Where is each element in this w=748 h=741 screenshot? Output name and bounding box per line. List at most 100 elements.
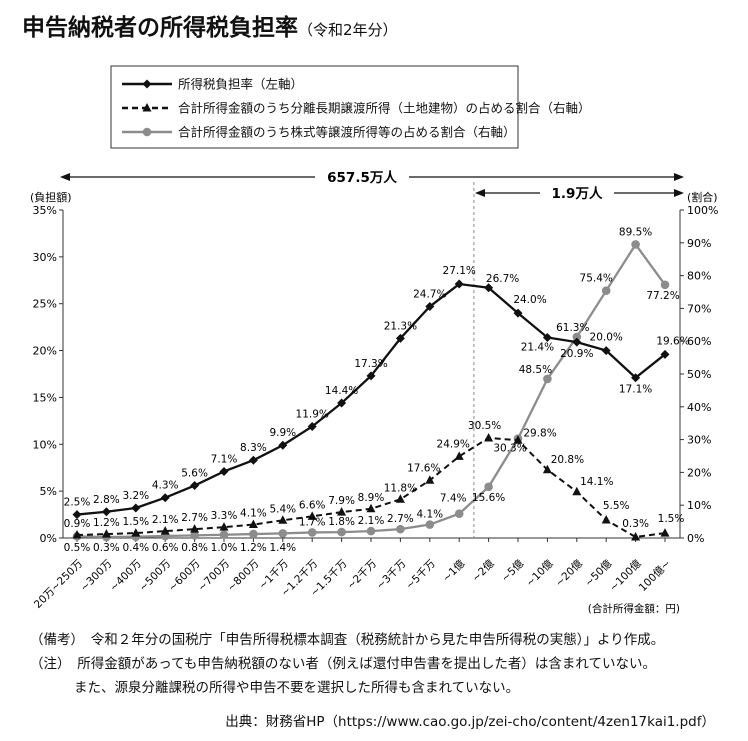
series-1-point <box>601 346 611 356</box>
data-label-burden: 17.3% <box>354 358 387 370</box>
data-label-land: 3.3% <box>211 510 238 522</box>
legend-box <box>110 65 519 149</box>
data-label-land: 17.6% <box>407 462 440 474</box>
right-tick-label: 40% <box>687 401 711 414</box>
chart: 所得税負担率（左軸） 合計所得金額のうち分離長期譲渡所得（土地建物）の占める割合（… <box>30 65 718 615</box>
series-2-point <box>631 532 641 541</box>
series-1-point <box>307 421 317 431</box>
note-chu-1: （注） 所得金額があっても申告納税額のない者（例えば還付申告書を提出した者）は含… <box>30 656 656 672</box>
left-axis-title: (負担額) <box>30 190 72 204</box>
data-label-burden: 21.4% <box>521 341 554 353</box>
note-biko: （備考） 令和２年分の国税庁「申告所得税標本調査（税務統計から見た申告所得税の実… <box>30 632 665 648</box>
data-label-stock: 0.6% <box>152 542 179 554</box>
x-tick-label: ~700万 <box>196 558 232 594</box>
series-2-point <box>484 432 494 442</box>
series-2-point <box>425 475 435 484</box>
series-2-point <box>219 522 229 531</box>
data-label-land: 6.6% <box>299 499 326 511</box>
series-3-point <box>249 529 258 539</box>
data-label-burden: 5.6% <box>181 468 208 480</box>
series-1-point <box>72 510 82 520</box>
left-tick-label: 5% <box>40 485 57 498</box>
data-label-land: 14.1% <box>580 476 613 488</box>
data-label-land: 2.1% <box>152 514 179 526</box>
left-tick-label: 30% <box>33 251 57 264</box>
series-1-point <box>366 371 376 381</box>
series-1-point <box>278 440 288 450</box>
series-1-point <box>395 333 405 343</box>
data-label-burden: 27.1% <box>443 265 476 277</box>
over-1oku-arrow-right <box>674 189 684 197</box>
series-1-point <box>248 455 258 465</box>
series-2-point <box>337 507 347 516</box>
series-2-point <box>454 451 464 460</box>
data-label-burden: 21.3% <box>384 320 417 332</box>
x-unit-label: (合計所得金額：円) <box>588 602 680 615</box>
left-tick-label: 10% <box>33 438 57 451</box>
data-label-burden: 14.4% <box>325 385 358 397</box>
data-label-burden: 2.8% <box>93 494 120 506</box>
series-3-point <box>572 332 582 342</box>
data-label-burden: 19.6% <box>656 335 689 347</box>
series-2-point <box>131 528 141 537</box>
data-label-stock: 1.4% <box>269 542 296 554</box>
data-label-stock: 15.6% <box>472 492 505 504</box>
x-tick-label: ~800万 <box>225 558 261 594</box>
series-3-point <box>190 531 199 540</box>
data-label-stock: 2.7% <box>387 513 414 525</box>
series-2-point <box>366 503 376 513</box>
series-3-point <box>337 527 346 537</box>
right-tick-label: 100% <box>687 204 718 217</box>
data-label-land: 29.8% <box>523 427 556 439</box>
data-label-burden: 17.1% <box>619 384 652 396</box>
data-label-stock: 0.3% <box>93 542 120 554</box>
series-3-point <box>454 509 464 519</box>
data-label-land: 1.2% <box>93 517 120 529</box>
series-2-point <box>660 528 670 537</box>
x-tick-label: ~20億 <box>553 557 586 590</box>
data-label-stock: 0.8% <box>181 542 208 554</box>
series-2-point <box>601 514 611 524</box>
x-tick-label: ~3千万 <box>374 558 408 592</box>
data-label-burden: 20.0% <box>590 332 623 344</box>
series-1-point <box>337 398 347 408</box>
legend-marker-3 <box>142 127 152 137</box>
data-label-land: 8.9% <box>358 492 385 504</box>
series-1-point <box>542 332 552 342</box>
series-1-point <box>219 466 229 476</box>
data-label-land: 24.9% <box>437 438 470 450</box>
x-tick-label: 100億~ <box>636 557 673 594</box>
data-label-burden: 11.9% <box>296 408 329 420</box>
x-tick-label: ~5億 <box>499 557 527 585</box>
series-2-point <box>160 526 170 535</box>
legend-label-2: 合計所得金額のうち分離長期譲渡所得（土地建物）の占める割合（右軸） <box>178 101 591 116</box>
right-tick-label: 60% <box>687 335 711 348</box>
right-tick-label: 70% <box>687 302 711 315</box>
notes: （備考） 令和２年分の国税庁「申告所得税標本調査（税務統計から見た申告所得税の実… <box>30 628 664 700</box>
source-note: 出典：財務省HP（https://www.cao.go.jp/zei-cho/c… <box>225 714 715 730</box>
legend-label-3: 合計所得金額のうち株式等譲渡所得等の占める割合（右軸） <box>178 125 516 140</box>
data-label-stock: 2.1% <box>358 515 385 527</box>
series-3-point <box>601 286 611 295</box>
legend-marker-1 <box>142 79 152 89</box>
data-label-stock: 1.2% <box>240 542 267 554</box>
data-label-stock: 77.2% <box>646 290 679 302</box>
x-tick-label: ~500万 <box>137 558 173 594</box>
series-1-point <box>484 283 494 293</box>
data-label-land: 5.5% <box>603 500 630 512</box>
series-3-point <box>543 374 552 384</box>
right-axis-title: (割合) <box>687 190 718 204</box>
data-label-land: 1.5% <box>122 516 149 528</box>
series-2-point <box>72 530 82 539</box>
x-tick-label: 20万~250万 <box>32 558 85 611</box>
series-2-point <box>190 524 200 533</box>
right-tick-label: 30% <box>687 434 711 447</box>
data-label-land: 5.4% <box>269 503 296 515</box>
data-label-burden: 20.9% <box>560 348 593 360</box>
data-label-burden: 7.1% <box>211 453 238 465</box>
left-tick-label: 15% <box>33 391 57 404</box>
data-label-stock: 89.5% <box>619 226 652 238</box>
data-label-burden: 26.7% <box>486 273 519 285</box>
series-1-point <box>572 337 582 347</box>
series-2-point <box>572 486 582 496</box>
